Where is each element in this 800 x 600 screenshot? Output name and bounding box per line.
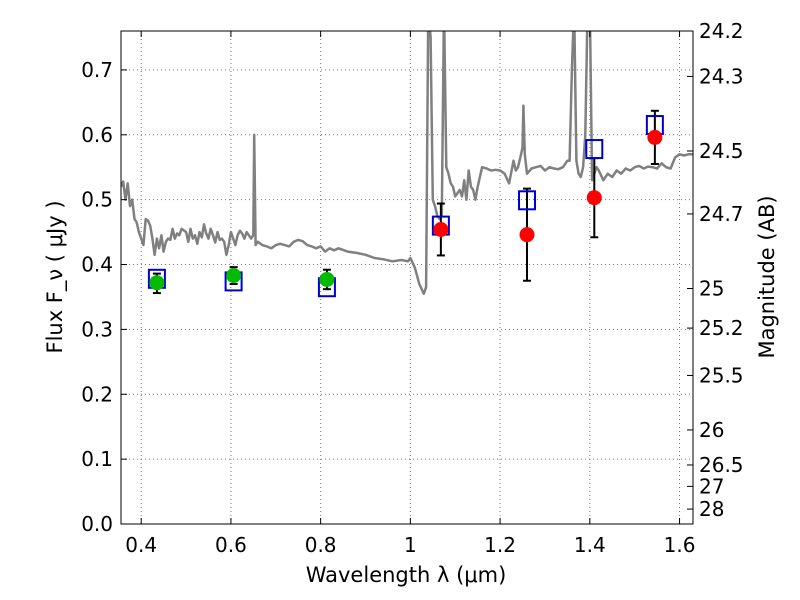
model-band-markers [147,115,664,298]
mag-tick-label: 25.5 [699,363,744,387]
plot-frame [120,30,694,525]
grid-lines [121,31,693,525]
y-tick-label: 0.5 [81,188,113,212]
x-axis-label: Wavelength λ (μm) [306,563,507,587]
observed-point [433,221,449,237]
observed-point [226,268,242,284]
x-tick-label: 0.8 [305,533,337,557]
observed-point [149,275,165,291]
mag-tick-label: 28 [699,497,724,521]
mag-tick-label: 24.2 [699,19,744,43]
x-tick-label: 1 [404,533,417,557]
mag-tick-label: 26 [699,418,724,442]
model-spectrum [121,31,693,295]
mag-tick-label: 27 [699,474,724,498]
mag-tick-label: 24.3 [699,64,744,88]
y-tick-label: 0.6 [81,123,113,147]
observed-point [647,129,663,145]
plot-area [121,31,693,298]
tick-labels: 0.4 0.6 0.8 1 1.2 1.4 1.6 0.0 0.1 0.2 0.3 0.4 0.5 0.6… [81,19,743,557]
y-tick-label: 0.2 [81,382,113,406]
axis-ticks [121,30,693,525]
mag-tick-label: 24.5 [699,139,744,163]
model-band-square [585,139,604,160]
mag-tick-label: 25.2 [699,316,744,340]
mag-tick-label: 24.7 [699,202,744,226]
x-tick-label: 0.6 [215,533,247,557]
y-tick-label: 0.7 [81,58,113,82]
model-spectrum-line [121,31,693,295]
model-band-square [518,190,537,211]
y-tick-label: 0.3 [81,317,113,341]
y-tick-label: 0.4 [81,253,113,277]
x-tick-label: 0.4 [125,533,157,557]
error-bars [152,109,659,295]
y-axis-label: Flux F_ν ( μJy ) [43,200,68,353]
observed-point [519,227,535,243]
x-tick-label: 1.4 [574,533,606,557]
observed-point [319,271,335,287]
mag-tick-label: 25 [699,277,724,301]
mag-tick-label: 26.5 [699,453,744,477]
x-tick-label: 1.2 [484,533,516,557]
y-tick-label: 0.1 [81,447,113,471]
observed-point [586,190,602,206]
y-tick-label: 0.0 [81,512,113,536]
observed-markers [149,129,663,291]
x-tick-label: 1.6 [664,533,696,557]
y2-axis-label: Magnitude (AB) [755,195,779,358]
